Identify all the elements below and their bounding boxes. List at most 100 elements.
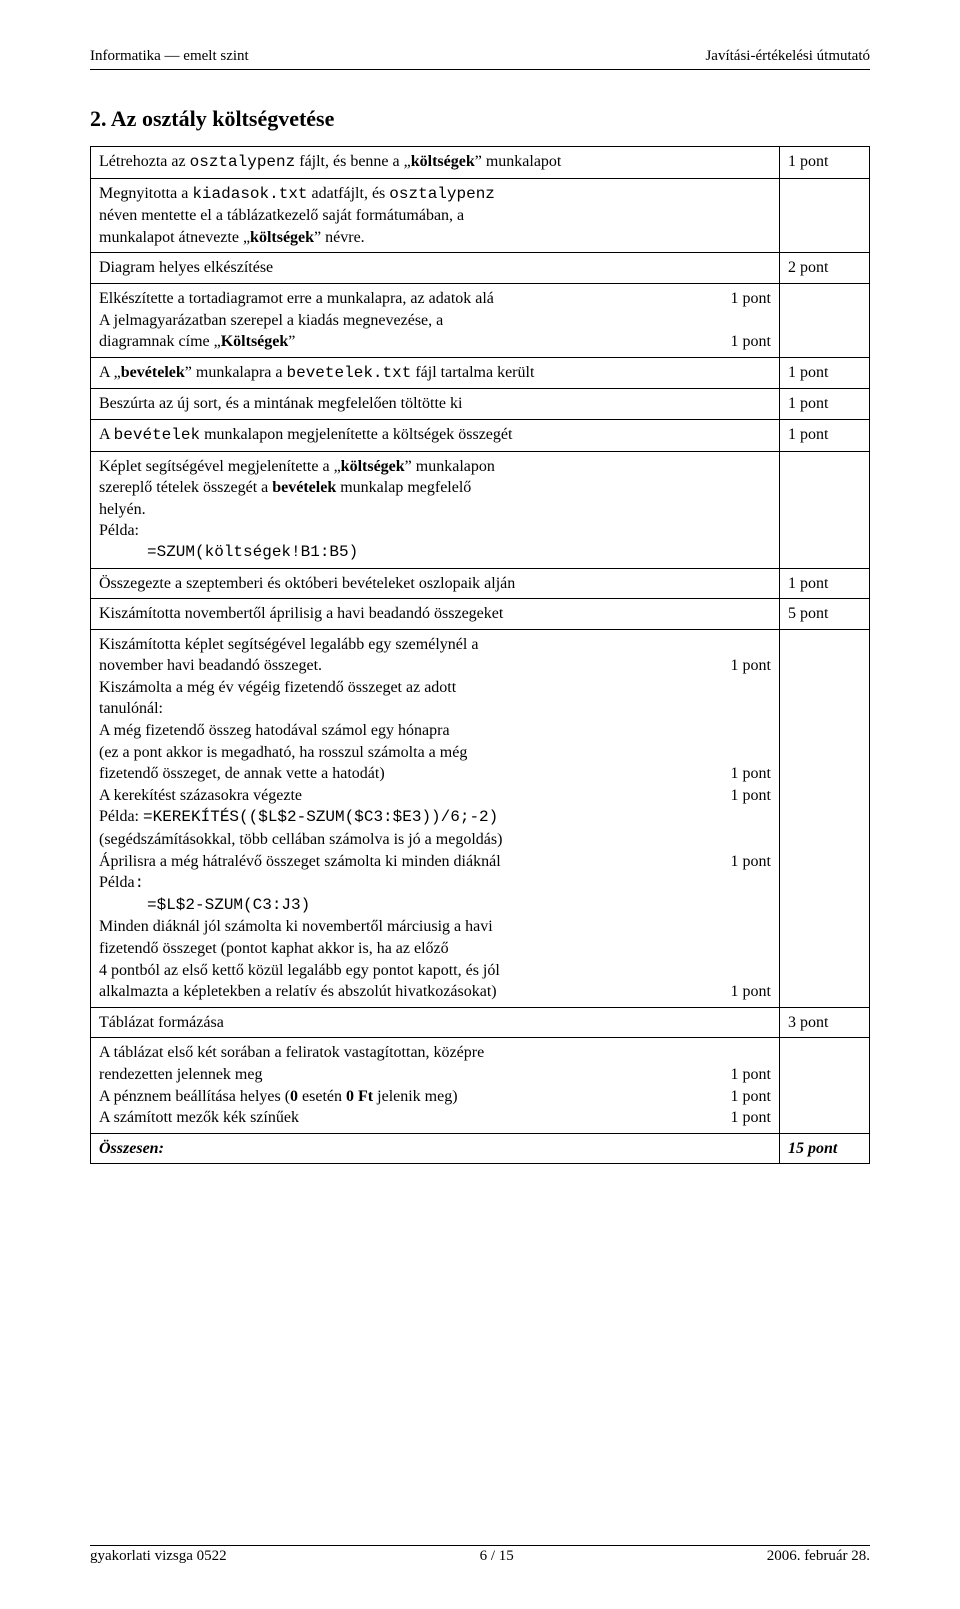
- table-row: A bevételek munkalapon megjelenítette a …: [91, 419, 870, 451]
- table-row: Diagram helyes elkészítése 2 pont: [91, 253, 870, 284]
- text: A még fizetendő összeg hatodával számol …: [99, 720, 771, 742]
- text: Elkészítette a tortadiagramot erre a mun…: [99, 288, 731, 310]
- footer-row: gyakorlati vizsga 0522 6 / 15 2006. febr…: [90, 1548, 870, 1565]
- text: A táblázat első két sorában a feliratok …: [99, 1042, 771, 1064]
- text: Kiszámította képlet segítségével legaláb…: [99, 634, 771, 656]
- inline-points: 1 pont: [731, 851, 771, 873]
- points-cell: [780, 1038, 870, 1133]
- text: (segédszámításokkal, több cellában számo…: [99, 829, 771, 851]
- code-text: bevetelek.txt: [287, 364, 412, 382]
- inline-points: 1 pont: [731, 1064, 771, 1086]
- points-cell: [780, 629, 870, 1007]
- criterion-cell: Beszúrta az új sort, és a mintának megfe…: [91, 389, 780, 420]
- points-cell: 1 pont: [780, 357, 870, 389]
- points-cell: 1 pont: [780, 568, 870, 599]
- inline-points: 1 pont: [731, 331, 771, 353]
- criterion-cell: Diagram helyes elkészítése: [91, 253, 780, 284]
- text: diagramnak címe „Költségek”: [99, 331, 731, 353]
- table-row: Létrehozta az osztalypenz fájlt, és benn…: [91, 147, 870, 179]
- text: munkalap megfelelő: [336, 479, 471, 496]
- points-cell: 1 pont: [780, 419, 870, 451]
- line: A pénznem beállítása helyes (0 esetén 0 …: [99, 1086, 771, 1108]
- text: ” munkalapra a: [185, 364, 287, 381]
- text: A pénznem beállítása helyes (0 esetén 0 …: [99, 1086, 731, 1108]
- text: rendezetten jelennek meg: [99, 1064, 731, 1086]
- code-text: =KEREKÍTÉS(($L$2-SZUM($C3:$E3))/6;-2): [143, 808, 498, 826]
- criterion-cell: Összegezte a szeptemberi és októberi bev…: [91, 568, 780, 599]
- text: tanulónál:: [99, 698, 771, 720]
- points-cell: [780, 451, 870, 568]
- page-footer: gyakorlati vizsga 0522 6 / 15 2006. febr…: [90, 1545, 870, 1565]
- footer-right: 2006. február 28.: [767, 1548, 870, 1565]
- header-rule: [90, 69, 870, 70]
- text: helyén.: [99, 501, 146, 518]
- criterion-cell: Létrehozta az osztalypenz fájlt, és benn…: [91, 147, 780, 179]
- line: rendezetten jelennek meg 1 pont: [99, 1064, 771, 1086]
- rubric-table: Létrehozta az osztalypenz fájlt, és benn…: [90, 146, 870, 1164]
- line: A számított mezők kék színűek 1 pont: [99, 1107, 771, 1129]
- criterion-cell: Elkészítette a tortadiagramot erre a mun…: [91, 283, 780, 357]
- table-row: Kiszámította képlet segítségével legaláb…: [91, 629, 870, 1007]
- inline-points: 1 pont: [731, 785, 771, 807]
- points-cell: [780, 178, 870, 253]
- text: diagramnak címe „: [99, 333, 221, 350]
- line: november havi beadandó összeget. 1 pont: [99, 655, 771, 677]
- code-text: osztalypenz: [389, 185, 495, 203]
- text: ” munkalapot: [475, 153, 562, 170]
- total-points-cell: 15 pont: [780, 1133, 870, 1164]
- table-row: Táblázat formázása 3 pont: [91, 1007, 870, 1038]
- text: A kerekítést százasokra végezte: [99, 785, 731, 807]
- inline-points: 1 pont: [731, 763, 771, 785]
- points-cell: [780, 283, 870, 357]
- criterion-cell: A bevételek munkalapon megjelenítette a …: [91, 419, 780, 451]
- criterion-cell: Táblázat formázása: [91, 1007, 780, 1038]
- header-right: Javítási-értékelési útmutató: [705, 48, 870, 65]
- text: A pénznem beállítása helyes (: [99, 1088, 290, 1105]
- text: adatfájlt, és: [308, 185, 390, 202]
- text: munkalapon megjelenítette a költségek ös…: [200, 426, 512, 443]
- criterion-cell: Kiszámította novembertől áprilisig a hav…: [91, 599, 780, 630]
- text: A: [99, 426, 114, 443]
- bold-text: 0: [290, 1088, 298, 1105]
- text: A „: [99, 364, 121, 381]
- line: Elkészítette a tortadiagramot erre a mun…: [99, 288, 771, 310]
- criterion-cell: A táblázat első két sorában a feliratok …: [91, 1038, 780, 1133]
- code-block: =$L$2-SZUM(C3:J3): [99, 895, 771, 917]
- line: alkalmazta a képletekben a relatív és ab…: [99, 981, 771, 1003]
- table-row: Megnyitotta a kiadasok.txt adatfájlt, és…: [91, 178, 870, 253]
- inline-points: 1 pont: [731, 1107, 771, 1129]
- code-text: osztalypenz: [190, 153, 296, 171]
- text: néven mentette el a táblázatkezelő saját…: [99, 207, 464, 224]
- text: Megnyitotta a: [99, 185, 192, 202]
- text: munkalapot átnevezte „: [99, 229, 250, 246]
- inline-points: 1 pont: [731, 981, 771, 1003]
- text: alkalmazta a képletekben a relatív és ab…: [99, 981, 731, 1003]
- criterion-cell: Megnyitotta a kiadasok.txt adatfájlt, és…: [91, 178, 780, 253]
- line: Példa:: [99, 872, 771, 895]
- page: Informatika — emelt szint Javítási-érték…: [0, 0, 960, 1609]
- points-cell: 2 pont: [780, 253, 870, 284]
- total-label-cell: Összesen:: [91, 1133, 780, 1164]
- text: A számított mezők kék színűek: [99, 1107, 731, 1129]
- table-row: Kiszámította novembertől áprilisig a hav…: [91, 599, 870, 630]
- line: diagramnak címe „Költségek” 1 pont: [99, 331, 771, 353]
- bold-text: költségek: [341, 458, 405, 475]
- inline-points: 1 pont: [731, 655, 771, 677]
- bold-text: Költségek: [221, 333, 289, 350]
- code-text: :: [135, 874, 145, 892]
- code-text: bevételek: [114, 426, 200, 444]
- total-points: 15 pont: [788, 1140, 837, 1157]
- table-row-total: Összesen: 15 pont: [91, 1133, 870, 1164]
- table-row: Elkészítette a tortadiagramot erre a mun…: [91, 283, 870, 357]
- code-block: =SZUM(költségek!B1:B5): [99, 542, 771, 564]
- footer-left: gyakorlati vizsga 0522: [90, 1548, 227, 1565]
- text: Áprilisra a még hátralévő összeget számo…: [99, 851, 731, 873]
- header-left: Informatika — emelt szint: [90, 48, 249, 65]
- text: szereplő tételek összegét a: [99, 479, 272, 496]
- bold-text: 0 Ft: [346, 1088, 373, 1105]
- line: Példa: =KEREKÍTÉS(($L$2-SZUM($C3:$E3))/6…: [99, 806, 771, 829]
- criterion-cell: A „bevételek” munkalapra a bevetelek.txt…: [91, 357, 780, 389]
- table-row: A táblázat első két sorában a feliratok …: [91, 1038, 870, 1133]
- section-title: 2. Az osztály költségvetése: [90, 106, 870, 132]
- footer-rule: [90, 1545, 870, 1546]
